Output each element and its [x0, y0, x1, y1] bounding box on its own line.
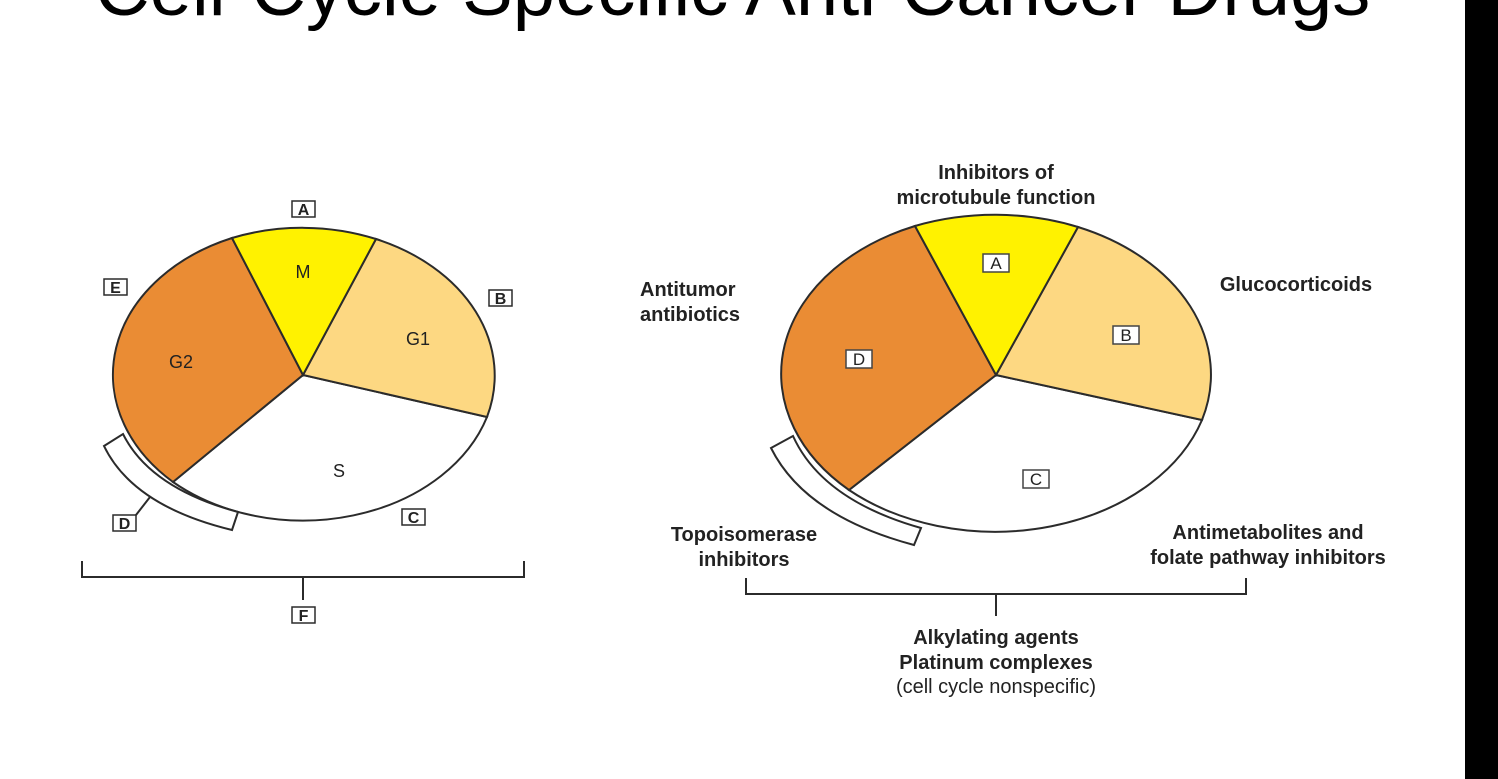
- right-a-segment: [913, 213, 1080, 378]
- microtubule-label-line2: microtubule function: [897, 187, 1096, 209]
- right-box-b-label: B: [1120, 326, 1131, 345]
- left-box-a: A: [291, 200, 316, 219]
- right-cell-cycle-diagram: A B C D Inhibitors of microtubule functi…: [640, 162, 1386, 698]
- antitumor-label-line1: Antitumor: [640, 279, 736, 301]
- left-box-e-label: E: [110, 280, 121, 297]
- right-box-a: A: [982, 253, 1010, 273]
- slide: Cell-Cycle Specific Anti-Cancer Drugs M …: [0, 0, 1465, 779]
- right-b-segment: [994, 225, 1212, 422]
- left-box-d-label: D: [119, 516, 131, 533]
- topoisomerase-label-line2: inhibitors: [698, 549, 789, 571]
- right-c-segment: [847, 373, 1204, 533]
- left-box-e: E: [103, 278, 128, 297]
- topoisomerase-label-line1: Topoisomerase: [671, 524, 817, 546]
- left-cell-cycle-diagram: M G1 S G2 A B C D E: [81, 200, 525, 625]
- left-d-bracket-arc: [102, 432, 240, 532]
- right-box-c: C: [1022, 469, 1050, 489]
- left-phase-m: M: [296, 262, 311, 282]
- left-g1-segment: [301, 237, 496, 419]
- left-box-c: C: [401, 508, 426, 527]
- microtubule-label-line1: Inhibitors of: [938, 162, 1054, 184]
- cell-cycle-diagrams: M G1 S G2 A B C D E: [81, 162, 1386, 698]
- antimetabolites-label-line2: folate pathway inhibitors: [1150, 547, 1386, 569]
- left-box-a-label: A: [298, 202, 310, 219]
- right-d-segment: [780, 224, 998, 492]
- left-d-connector: [135, 496, 151, 516]
- right-topo-bracket-arc: [769, 434, 923, 547]
- left-g2-segment: [111, 236, 305, 484]
- antitumor-label-line2: antibiotics: [640, 304, 740, 326]
- right-box-c-label: C: [1030, 470, 1042, 489]
- antimetabolites-label-line1: Antimetabolites and: [1172, 522, 1363, 544]
- glucocorticoids-label: Glucocorticoids: [1220, 274, 1372, 296]
- left-f-bracket: [81, 561, 525, 600]
- right-box-d-label: D: [853, 350, 865, 369]
- left-box-d: D: [112, 514, 137, 533]
- left-phase-g2: G2: [169, 352, 193, 372]
- platinum-complexes-label: Platinum complexes: [899, 652, 1092, 674]
- alkylating-agents-label: Alkylating agents: [913, 627, 1079, 649]
- left-box-f-label: F: [299, 608, 309, 625]
- right-box-d: D: [845, 349, 873, 369]
- left-box-b-label: B: [495, 291, 507, 308]
- left-m-segment: [230, 226, 378, 378]
- right-nonspecific-bracket: [745, 578, 1247, 616]
- right-box-a-label: A: [990, 254, 1002, 273]
- left-box-b: B: [488, 289, 513, 308]
- slide-title: Cell-Cycle Specific Anti-Cancer Drugs: [0, 0, 1465, 28]
- nonspecific-label: (cell cycle nonspecific): [896, 676, 1096, 698]
- left-phase-g1: G1: [406, 329, 430, 349]
- left-phase-s: S: [333, 461, 345, 481]
- left-box-f: F: [291, 606, 316, 625]
- right-box-b: B: [1112, 325, 1140, 345]
- left-box-c-label: C: [408, 510, 420, 527]
